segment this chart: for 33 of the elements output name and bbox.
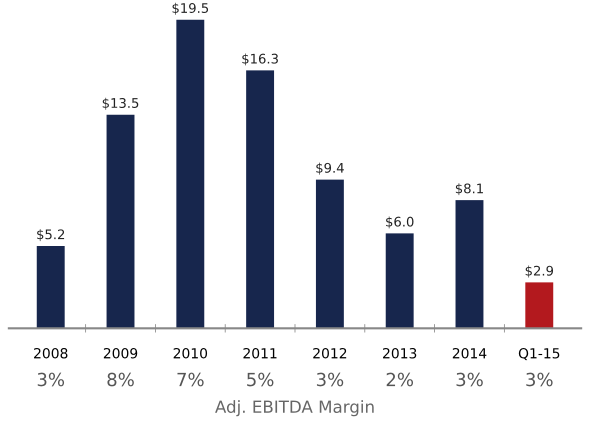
text: 3% xyxy=(526,372,553,386)
data-label: $13.5 xyxy=(102,98,138,110)
bar xyxy=(316,180,344,328)
x-tick-label: 2012 xyxy=(313,348,346,359)
x-tick-label: 2010 xyxy=(174,348,208,359)
bar xyxy=(176,20,204,328)
bar xyxy=(525,282,554,328)
bar xyxy=(36,246,65,328)
bar xyxy=(456,200,484,328)
data-label: $19.5 xyxy=(172,2,208,15)
data-label: $9.4 xyxy=(316,162,344,175)
bar xyxy=(386,233,414,328)
data-label: $5.2 xyxy=(37,229,64,242)
bar xyxy=(246,70,274,328)
text: 3% xyxy=(38,372,64,386)
data-label: $2.9 xyxy=(526,265,554,278)
x-tick-label: Q1-15 xyxy=(518,348,560,360)
bar xyxy=(106,114,134,328)
text: 3% xyxy=(316,372,344,386)
x-tick-label: 2008 xyxy=(34,348,68,359)
x-axis-title: Adj. EBITDA Margin xyxy=(215,400,374,416)
data-label: $8.1 xyxy=(456,183,483,196)
data-label: $6.0 xyxy=(386,216,414,228)
data-label: $16.3 xyxy=(242,53,278,66)
text: 7% xyxy=(177,372,204,386)
text: 3% xyxy=(456,372,483,386)
text: 8% xyxy=(107,372,134,386)
x-tick-label: 2011 xyxy=(243,348,276,359)
x-tick-label: 2013 xyxy=(383,348,416,359)
text: 2% xyxy=(386,372,414,386)
x-tick-label: 2014 xyxy=(452,348,486,359)
text: 5% xyxy=(247,372,274,386)
x-tick-label: 2009 xyxy=(104,348,138,359)
